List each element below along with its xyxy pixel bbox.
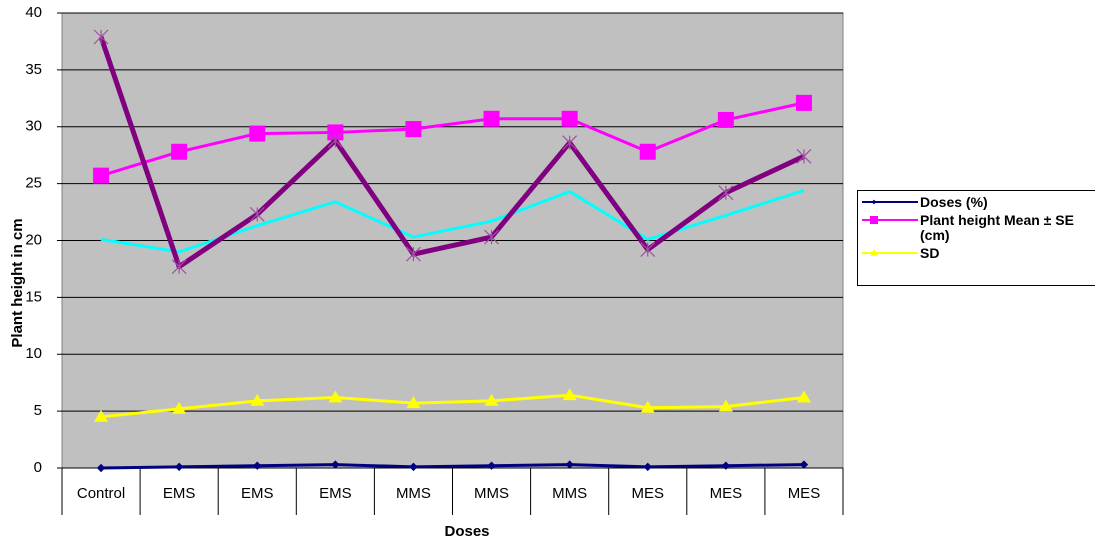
marker (406, 396, 421, 409)
marker (96, 463, 106, 473)
y-tick-label: 30 (25, 118, 42, 135)
marker (172, 401, 187, 414)
legend-swatch (862, 199, 918, 205)
marker (250, 393, 265, 406)
marker (484, 229, 499, 245)
series (94, 388, 811, 422)
marker (796, 148, 812, 164)
y-tick-label: 35 (25, 61, 42, 78)
marker (799, 460, 809, 469)
marker (171, 259, 187, 275)
y-tick-label: 40 (25, 4, 42, 21)
legend-label: Doses (%) (920, 194, 988, 210)
line (101, 463, 804, 470)
legend-entry: Doses (%) (860, 195, 1095, 210)
series (93, 29, 812, 275)
marker (561, 110, 578, 127)
legend-entry: SD (860, 246, 1095, 261)
x-tick-label: MES (788, 485, 821, 502)
y-tick-label: 5 (34, 402, 42, 419)
legend-entry: Plant height Mean ± SE (cm) (860, 213, 1095, 243)
series (96, 460, 809, 473)
y-tick-label: 0 (34, 459, 42, 476)
marker (484, 393, 499, 406)
marker (328, 390, 343, 403)
marker (405, 121, 422, 138)
marker (795, 94, 812, 111)
legend-swatch (862, 216, 918, 224)
marker (409, 462, 418, 472)
legend-label: Plant height Mean ± SE (cm) (920, 212, 1074, 243)
x-tick-label: MES (631, 485, 664, 502)
x-tick-label: MMS (474, 485, 509, 502)
marker (643, 462, 652, 472)
marker (93, 167, 110, 184)
marker (639, 143, 656, 160)
marker (721, 461, 731, 470)
legend-label: SD (920, 245, 940, 261)
y-tick-label: 20 (25, 231, 42, 248)
marker (870, 216, 878, 224)
marker (483, 110, 500, 127)
marker (717, 111, 734, 128)
series (93, 94, 812, 184)
line (100, 393, 805, 419)
marker (640, 400, 655, 413)
x-tick-label: EMS (241, 485, 274, 502)
line (98, 36, 806, 270)
legend-swatch (862, 249, 918, 256)
marker (718, 185, 734, 201)
y-axis-label: Plant height in cm (9, 218, 26, 347)
x-tick-label: MMS (396, 485, 431, 502)
marker (253, 461, 262, 470)
marker (562, 135, 578, 151)
x-tick-label: EMS (319, 485, 352, 502)
x-tick-label: Control (77, 485, 125, 502)
marker (562, 388, 577, 401)
marker (871, 199, 877, 205)
marker (640, 242, 656, 258)
marker (93, 29, 109, 45)
x-axis-label: Doses (444, 523, 489, 540)
x-tick-label: EMS (163, 485, 196, 502)
y-tick-label: 25 (25, 175, 42, 192)
y-tick-label: 15 (25, 288, 42, 305)
x-tick-label: MES (710, 485, 743, 502)
marker (718, 399, 733, 412)
marker (406, 246, 421, 262)
marker (796, 390, 811, 403)
marker (94, 409, 109, 422)
marker (487, 461, 496, 470)
marker (249, 125, 266, 142)
marker (327, 132, 343, 148)
line (100, 101, 805, 178)
marker (171, 143, 188, 160)
legend: Doses (%) Plant height Mean ± SE (cm) SD (857, 190, 1095, 286)
x-tick-label: MMS (552, 485, 587, 502)
marker (174, 462, 184, 472)
marker (565, 460, 574, 469)
y-tick-label: 10 (25, 345, 42, 362)
marker (870, 249, 878, 256)
marker (331, 460, 340, 469)
marker (249, 206, 265, 222)
